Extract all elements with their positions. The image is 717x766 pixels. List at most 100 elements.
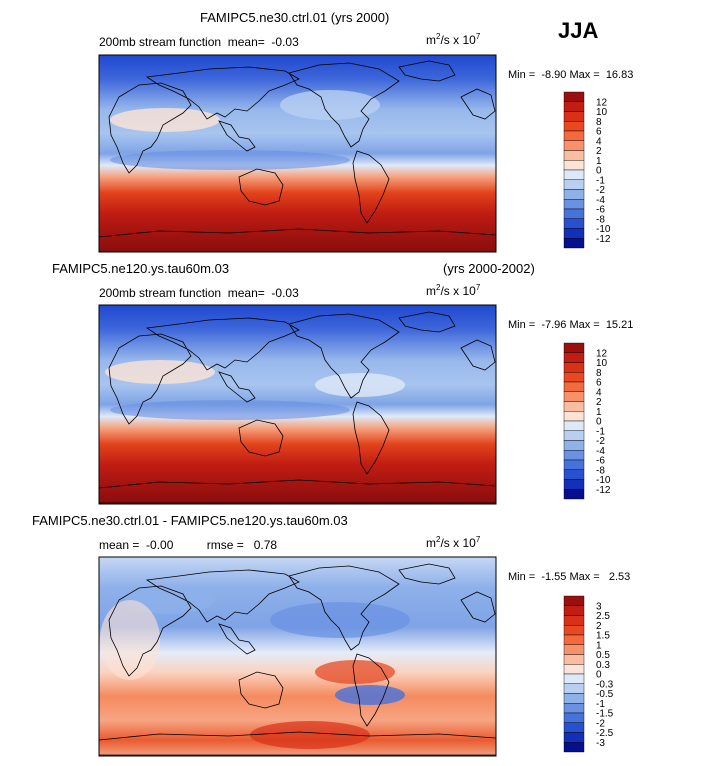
colorbar-swatch	[563, 372, 585, 383]
panel-1-title: FAMIPC5.ne30.ctrl.01 (yrs 2000)	[200, 10, 390, 25]
panel-3-title: FAMIPC5.ne30.ctrl.01 - FAMIPC5.ne120.ys.…	[32, 513, 348, 528]
colorbar-label: 2	[596, 397, 602, 408]
colorbar-label: -10	[596, 475, 611, 486]
colorbar-label: -1	[596, 175, 605, 186]
colorbar-label: 0	[596, 166, 602, 177]
colorbar-swatch	[563, 712, 585, 723]
colorbar-swatch	[563, 342, 585, 353]
colorbar-swatch	[563, 189, 585, 200]
colorbar-swatch	[563, 362, 585, 373]
colorbar-swatch	[563, 238, 585, 249]
colorbar-swatch	[563, 440, 585, 451]
colorbar-label: 1	[596, 640, 602, 651]
colorbar-swatch	[563, 654, 585, 665]
colorbar-swatch	[563, 199, 585, 210]
colorbar-swatch	[563, 469, 585, 480]
season-label: JJA	[558, 18, 599, 43]
colorbar-swatch	[563, 605, 585, 616]
panel-3-colorbar: 32.521.510.50.30-0.3-0.5-1-1.5-2-2.5-3	[563, 595, 614, 753]
colorbar-label: 0	[596, 417, 602, 428]
panel-2-subtitle: 200mb stream function mean= -0.03	[99, 286, 299, 300]
colorbar-label: 0.5	[596, 650, 610, 661]
colorbar-swatch	[563, 208, 585, 219]
colorbar-swatch	[563, 111, 585, 122]
colorbar-label: 2	[596, 146, 602, 157]
panel-3-subtitle: mean = -0.00 rmse = 0.78	[99, 538, 278, 552]
panel-2-minmax: Min = -7.96 Max = 15.21	[508, 319, 634, 331]
colorbar-swatch	[563, 391, 585, 402]
colorbar-label: 10	[596, 358, 608, 369]
colorbar-swatch	[563, 489, 585, 500]
colorbar-swatch	[563, 693, 585, 704]
colorbar-label: -3	[596, 738, 605, 749]
colorbar-label: 12	[596, 348, 608, 359]
colorbar-label: 0	[596, 670, 602, 681]
colorbar-swatch	[563, 228, 585, 239]
colorbar-swatch	[563, 459, 585, 470]
colorbar-label: 8	[596, 368, 602, 379]
panel-3-map	[98, 556, 497, 757]
colorbar-label: -2.5	[596, 728, 614, 739]
colorbar-swatch	[563, 625, 585, 636]
colorbar-label: 6	[596, 378, 602, 389]
colorbar-label: -12	[596, 234, 611, 245]
colorbar-label: -8	[596, 465, 605, 476]
panel-1-subtitle: 200mb stream function mean= -0.03	[99, 35, 299, 49]
colorbar-label: -6	[596, 205, 605, 216]
colorbar-swatch	[563, 140, 585, 151]
colorbar-swatch	[563, 401, 585, 412]
colorbar-swatch	[563, 420, 585, 431]
panel-1-map	[98, 54, 497, 253]
colorbar-label: -1.5	[596, 709, 614, 720]
colorbar-label: 12	[596, 97, 608, 108]
colorbar-swatch	[563, 179, 585, 190]
colorbar-swatch	[563, 722, 585, 733]
colorbar-label: 8	[596, 117, 602, 128]
colorbar-swatch	[563, 673, 585, 684]
colorbar-swatch	[563, 101, 585, 112]
colorbar-label: 6	[596, 127, 602, 138]
colorbar-swatch	[563, 130, 585, 141]
colorbar-swatch	[563, 634, 585, 645]
colorbar-swatch	[563, 450, 585, 461]
panel-1-units: m2/s x 107	[426, 32, 481, 47]
colorbar-label: 1	[596, 156, 602, 167]
colorbar-swatch	[563, 381, 585, 392]
colorbar-label: -1	[596, 426, 605, 437]
colorbar-label: -6	[596, 456, 605, 467]
colorbar-label: -8	[596, 214, 605, 225]
colorbar-label: -0.3	[596, 679, 614, 690]
colorbar-label: -12	[596, 485, 611, 496]
colorbar-label: -2	[596, 185, 605, 196]
panel-2-years: (yrs 2000-2002)	[443, 261, 535, 276]
colorbar-swatch	[563, 218, 585, 229]
colorbar-label: -4	[596, 195, 605, 206]
colorbar-swatch	[563, 91, 585, 102]
colorbar-label: 2.5	[596, 611, 610, 622]
colorbar-label: 4	[596, 136, 602, 147]
colorbar-swatch	[563, 121, 585, 132]
colorbar-label: 3	[596, 601, 602, 612]
colorbar-swatch	[563, 352, 585, 363]
colorbar-label: 1	[596, 407, 602, 418]
colorbar-label: 1.5	[596, 631, 610, 642]
colorbar-swatch	[563, 703, 585, 714]
colorbar-swatch	[563, 742, 585, 753]
panel-3-minmax: Min = -1.55 Max = 2.53	[508, 571, 631, 583]
colorbar-label: -4	[596, 446, 605, 457]
colorbar-swatch	[563, 430, 585, 441]
colorbar-swatch	[563, 411, 585, 422]
panel-1-minmax: Min = -8.90 Max = 16.83	[508, 69, 634, 81]
colorbar-label: -10	[596, 224, 611, 235]
colorbar-swatch	[563, 479, 585, 490]
colorbar-label: -2	[596, 436, 605, 447]
colorbar-swatch	[563, 150, 585, 161]
colorbar-label: 0.3	[596, 660, 610, 671]
colorbar-label: 4	[596, 387, 602, 398]
panel-2-units: m2/s x 107	[426, 283, 481, 298]
panel-3-units: m2/s x 107	[426, 535, 481, 550]
colorbar-swatch	[563, 664, 585, 675]
